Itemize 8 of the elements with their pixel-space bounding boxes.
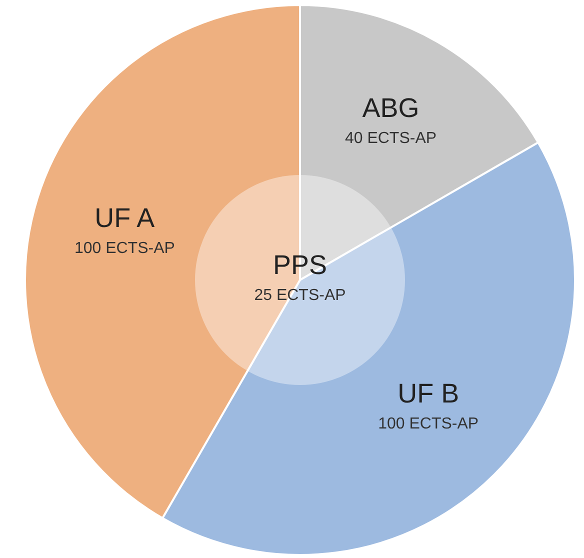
- text: 25 ECTS-AP: [254, 287, 346, 304]
- slice-label: UF A: [94, 203, 155, 234]
- data-label: 100 ECTS-AP: [378, 415, 479, 432]
- data-label: 40 ECTS-AP: [344, 130, 437, 147]
- slice-label: UF B: [398, 378, 460, 408]
- slice-label: ABG: [362, 92, 420, 123]
- text: PPS: [272, 250, 328, 280]
- data-label: 100 ECTS-AP: [74, 240, 175, 258]
